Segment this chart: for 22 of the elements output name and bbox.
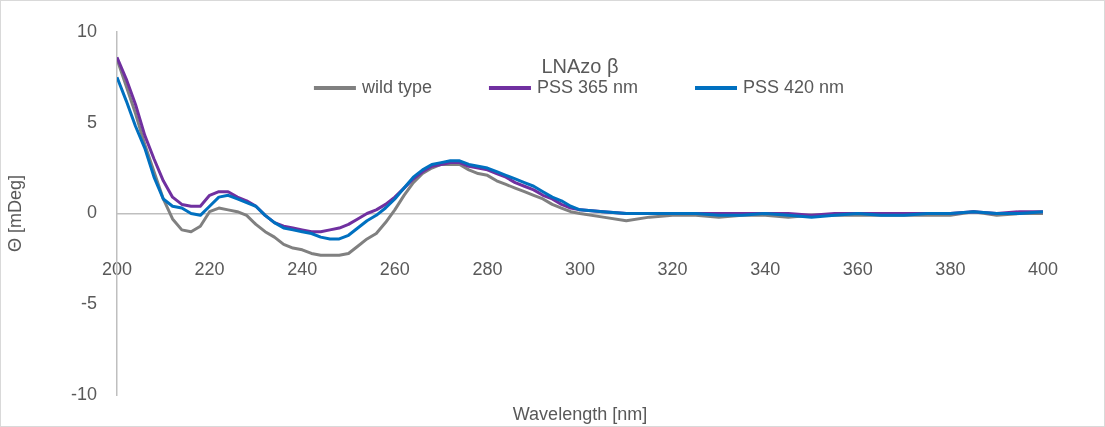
x-tick-label: 200: [101, 259, 133, 280]
x-tick-label: 320: [657, 259, 688, 280]
y-tick-label: -10: [70, 384, 97, 405]
x-tick-label: 280: [472, 259, 503, 280]
text: LNAzo β: [541, 54, 619, 77]
x-tick-label: 220: [194, 259, 225, 280]
legend-label: PSS 420 nm: [743, 76, 845, 97]
y-tick-label: 10: [76, 20, 97, 41]
x-tick-label: 400: [1027, 259, 1059, 280]
y-tick-label: -5: [80, 293, 97, 314]
y-tick-label: 0: [86, 202, 97, 223]
x-tick-label: 260: [379, 259, 410, 280]
legend-label: PSS 365 nm: [536, 76, 639, 97]
y-tick-label: 5: [86, 111, 97, 132]
x-tick-label: 380: [935, 259, 966, 280]
x-axis-title: Wavelength [nm]: [512, 403, 648, 424]
y-axis-title: Θ [mDeg]: [4, 174, 25, 253]
legend-label: wild type: [360, 76, 432, 97]
x-tick-label: 360: [842, 259, 873, 280]
x-tick-label: 340: [750, 259, 781, 280]
x-tick-label: 300: [564, 259, 596, 280]
x-tick-label: 240: [287, 259, 318, 280]
